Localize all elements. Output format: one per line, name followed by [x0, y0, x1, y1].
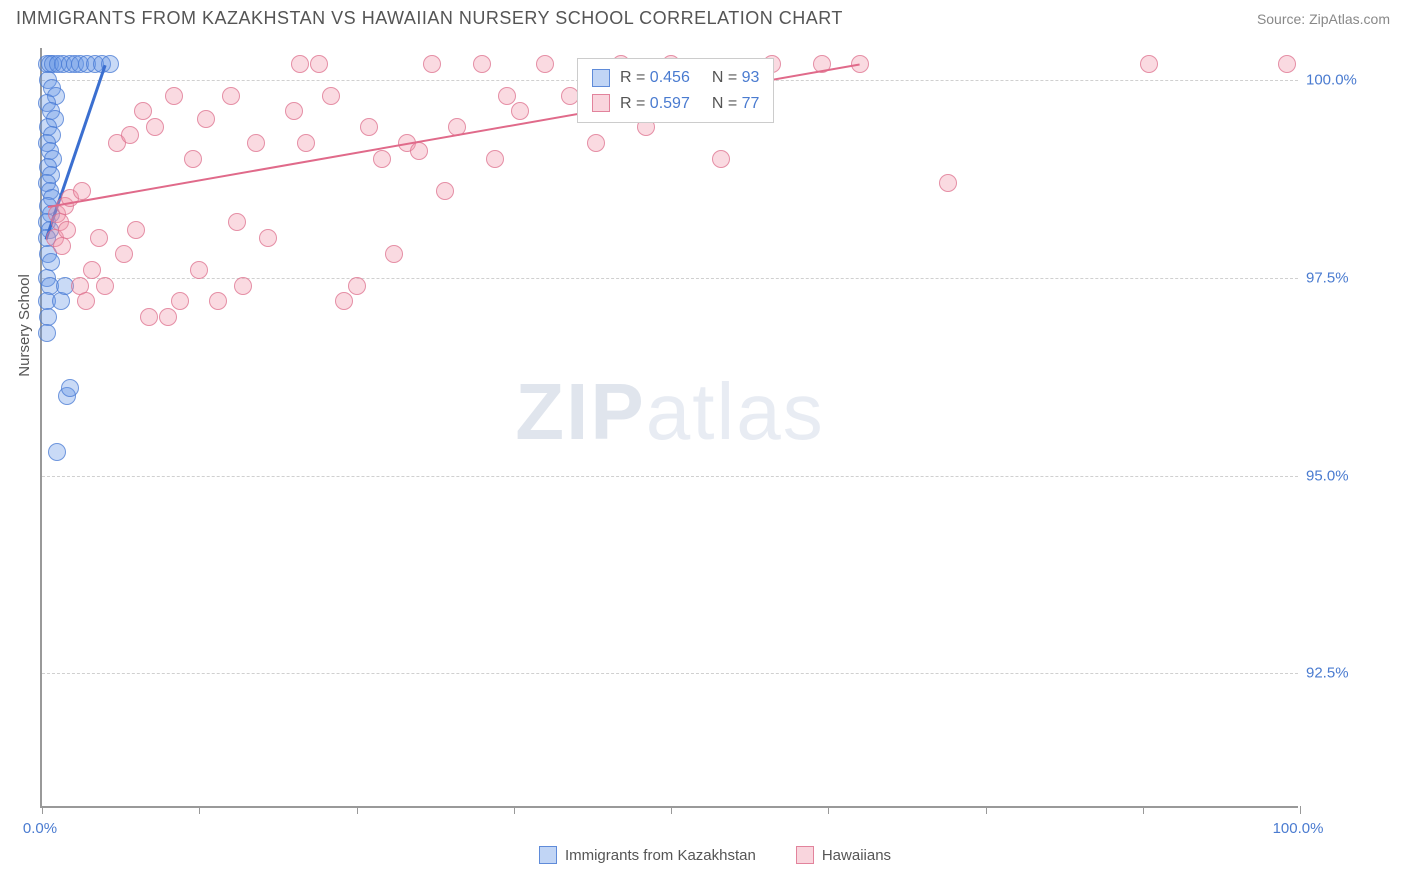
point-pink	[436, 182, 454, 200]
point-pink	[285, 102, 303, 120]
point-pink	[165, 87, 183, 105]
xtick-label: 0.0%	[23, 820, 57, 837]
point-pink	[939, 174, 957, 192]
stat-r-label: R = 0.456	[620, 65, 690, 91]
stats-legend: R = 0.456 N = 93 R = 0.597 N = 77	[577, 58, 774, 123]
point-pink	[259, 229, 277, 247]
xtick-label: 100.0%	[1273, 820, 1324, 837]
point-pink	[146, 118, 164, 136]
watermark-bold: ZIP	[515, 367, 645, 456]
gridline-h	[42, 673, 1298, 674]
chart-container: Nursery School ZIPatlas R = 0.456N = 93R…	[40, 48, 1390, 808]
point-pink	[90, 229, 108, 247]
point-pink	[115, 245, 133, 263]
ytick-label: 100.0%	[1306, 71, 1357, 88]
point-pink	[486, 150, 504, 168]
plot-area: ZIPatlas R = 0.456 N = 93 R = 0.597 N = 77	[40, 48, 1298, 808]
y-axis-title: Nursery School	[16, 274, 33, 377]
chart-title: IMMIGRANTS FROM KAZAKHSTAN VS HAWAIIAN N…	[16, 8, 843, 29]
xtick	[828, 806, 829, 814]
point-pink	[498, 87, 516, 105]
stat-r-label: R = 0.597	[620, 91, 690, 117]
point-pink	[234, 277, 252, 295]
point-pink	[511, 102, 529, 120]
point-blue	[48, 443, 66, 461]
point-pink	[1140, 55, 1158, 73]
point-pink	[473, 55, 491, 73]
point-pink	[291, 55, 309, 73]
point-blue	[61, 379, 79, 397]
point-blue	[38, 324, 56, 342]
point-pink	[536, 55, 554, 73]
legend-item-pink: Hawaiians	[796, 846, 891, 864]
point-pink	[171, 292, 189, 310]
stats-legend-row: R = 0.597 N = 77	[592, 91, 759, 117]
swatch-blue-icon	[539, 846, 557, 864]
stat-n-label: N = 93	[712, 65, 760, 91]
xtick	[986, 806, 987, 814]
point-blue	[52, 292, 70, 310]
gridline-h	[42, 278, 1298, 279]
point-pink	[222, 87, 240, 105]
point-pink	[410, 142, 428, 160]
point-pink	[297, 134, 315, 152]
point-pink	[423, 55, 441, 73]
point-pink	[96, 277, 114, 295]
stat-n-label: N = 77	[712, 91, 760, 117]
point-pink	[140, 308, 158, 326]
point-pink	[228, 213, 246, 231]
xtick	[357, 806, 358, 814]
point-pink	[159, 308, 177, 326]
point-pink	[184, 150, 202, 168]
point-pink	[53, 237, 71, 255]
swatch-blue-icon	[592, 69, 610, 87]
point-pink	[587, 134, 605, 152]
source-attribution: Source: ZipAtlas.com	[1257, 11, 1390, 27]
point-pink	[360, 118, 378, 136]
point-pink	[77, 292, 95, 310]
point-pink	[322, 87, 340, 105]
point-pink	[197, 110, 215, 128]
point-pink	[310, 55, 328, 73]
bottom-legend: Immigrants from Kazakhstan Hawaiians	[40, 846, 1390, 864]
watermark-light: atlas	[646, 367, 825, 456]
xtick	[199, 806, 200, 814]
xtick	[671, 806, 672, 814]
stats-legend-row: R = 0.456 N = 93	[592, 65, 759, 91]
point-pink	[385, 245, 403, 263]
ytick-label: 92.5%	[1306, 665, 1349, 682]
point-pink	[247, 134, 265, 152]
point-pink	[58, 221, 76, 239]
legend-item-blue: Immigrants from Kazakhstan	[539, 846, 756, 864]
point-pink	[121, 126, 139, 144]
point-pink	[190, 261, 208, 279]
xtick	[1143, 806, 1144, 814]
xtick	[42, 806, 43, 814]
point-pink	[335, 292, 353, 310]
point-pink	[348, 277, 366, 295]
legend-label-pink: Hawaiians	[822, 847, 891, 864]
xtick	[514, 806, 515, 814]
point-pink	[373, 150, 391, 168]
ytick-label: 97.5%	[1306, 269, 1349, 286]
gridline-h	[42, 476, 1298, 477]
point-pink	[73, 182, 91, 200]
watermark: ZIPatlas	[515, 366, 824, 458]
ytick-label: 95.0%	[1306, 467, 1349, 484]
swatch-pink-icon	[796, 846, 814, 864]
point-pink	[83, 261, 101, 279]
point-pink	[127, 221, 145, 239]
xtick	[1300, 806, 1301, 814]
point-pink	[209, 292, 227, 310]
point-pink	[1278, 55, 1296, 73]
legend-label-blue: Immigrants from Kazakhstan	[565, 847, 756, 864]
point-pink	[134, 102, 152, 120]
swatch-pink-icon	[592, 94, 610, 112]
point-pink	[712, 150, 730, 168]
